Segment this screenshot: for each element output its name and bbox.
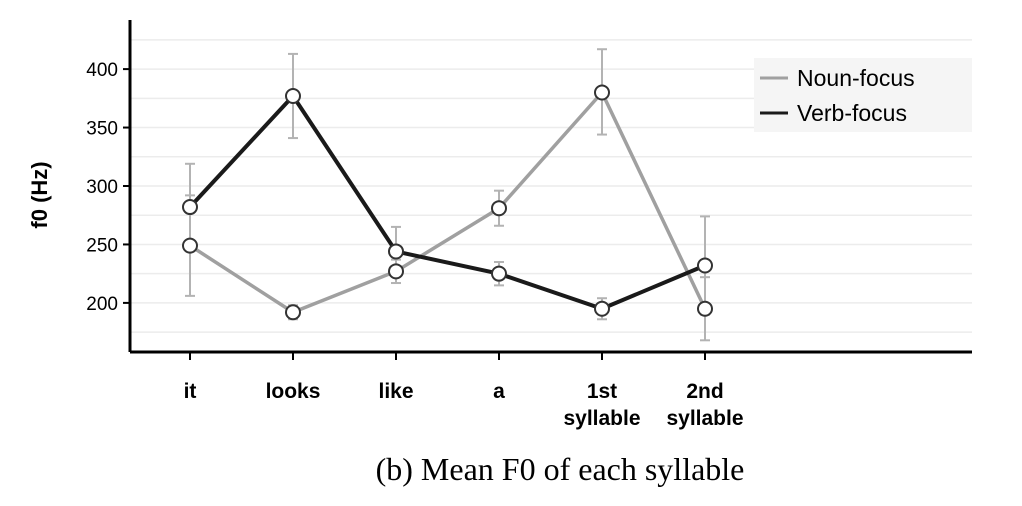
series-line-noun-focus	[189, 89, 707, 315]
data-point-noun-focus	[697, 300, 713, 317]
data-point-noun-focus	[285, 304, 301, 321]
y-tick-label: 250	[86, 235, 118, 256]
x-category-labels: it looks like a 1st syllable 2nd syllable	[184, 380, 744, 430]
x-category-label: a	[493, 380, 505, 403]
series-line-verb-focus	[188, 92, 706, 311]
legend-label-noun-focus: Noun-focus	[797, 65, 915, 91]
legend-label-verb-focus: Verb-focus	[797, 100, 907, 126]
y-axis-title: f0 (Hz)	[27, 161, 52, 228]
x-category-label: it	[184, 380, 197, 403]
y-tick-label: 300	[86, 177, 118, 198]
figure-caption: (b) Mean F0 of each syllable	[376, 451, 745, 487]
data-point-verb-focus	[182, 199, 198, 216]
x-category-label: 1st syllable	[563, 380, 640, 430]
legend-background	[754, 58, 972, 132]
x-category-label: like	[378, 380, 413, 403]
data-point-noun-focus	[594, 84, 610, 101]
data-point-noun-focus	[182, 237, 198, 254]
data-point-noun-focus	[388, 263, 404, 280]
y-tick-labels: 200 250 300 350 400	[86, 60, 118, 315]
x-category-label: looks	[266, 380, 321, 403]
data-point-verb-focus	[285, 87, 301, 104]
data-point-verb-focus	[491, 265, 507, 282]
x-category-label: 2nd syllable	[666, 380, 743, 430]
y-tick-label: 400	[86, 60, 118, 81]
legend: Noun-focus Verb-focus	[754, 58, 972, 132]
y-tick-label: 350	[86, 119, 118, 140]
data-series	[182, 48, 713, 342]
data-point-verb-focus	[388, 243, 404, 260]
y-tick-label: 200	[86, 294, 118, 315]
axes	[123, 20, 972, 360]
data-point-verb-focus	[697, 257, 713, 274]
data-point-noun-focus	[491, 200, 507, 217]
data-point-verb-focus	[594, 300, 610, 317]
